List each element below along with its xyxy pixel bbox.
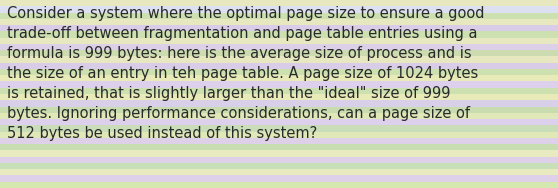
Bar xyxy=(0,56,558,63)
Bar xyxy=(0,132,558,138)
Bar xyxy=(0,113,558,119)
Bar xyxy=(0,19,558,25)
Bar xyxy=(0,25,558,31)
Bar xyxy=(0,31,558,38)
Bar xyxy=(0,13,558,19)
Bar xyxy=(0,125,558,132)
Bar xyxy=(0,94,558,100)
Bar xyxy=(0,88,558,94)
Bar xyxy=(0,163,558,169)
Bar xyxy=(0,144,558,150)
Bar xyxy=(0,0,558,6)
Bar xyxy=(0,100,558,107)
Bar xyxy=(0,107,558,113)
Bar xyxy=(0,69,558,75)
Bar xyxy=(0,150,558,157)
Bar xyxy=(0,44,558,50)
Bar xyxy=(0,169,558,175)
Bar xyxy=(0,138,558,144)
Text: Consider a system where the optimal page size to ensure a good
trade-off between: Consider a system where the optimal page… xyxy=(7,6,484,141)
Bar xyxy=(0,6,558,13)
Bar xyxy=(0,119,558,125)
Bar xyxy=(0,182,558,188)
Bar xyxy=(0,63,558,69)
Bar xyxy=(0,157,558,163)
Bar xyxy=(0,81,558,88)
Bar xyxy=(0,50,558,56)
Bar xyxy=(0,175,558,182)
Bar xyxy=(0,75,558,81)
Bar xyxy=(0,38,558,44)
